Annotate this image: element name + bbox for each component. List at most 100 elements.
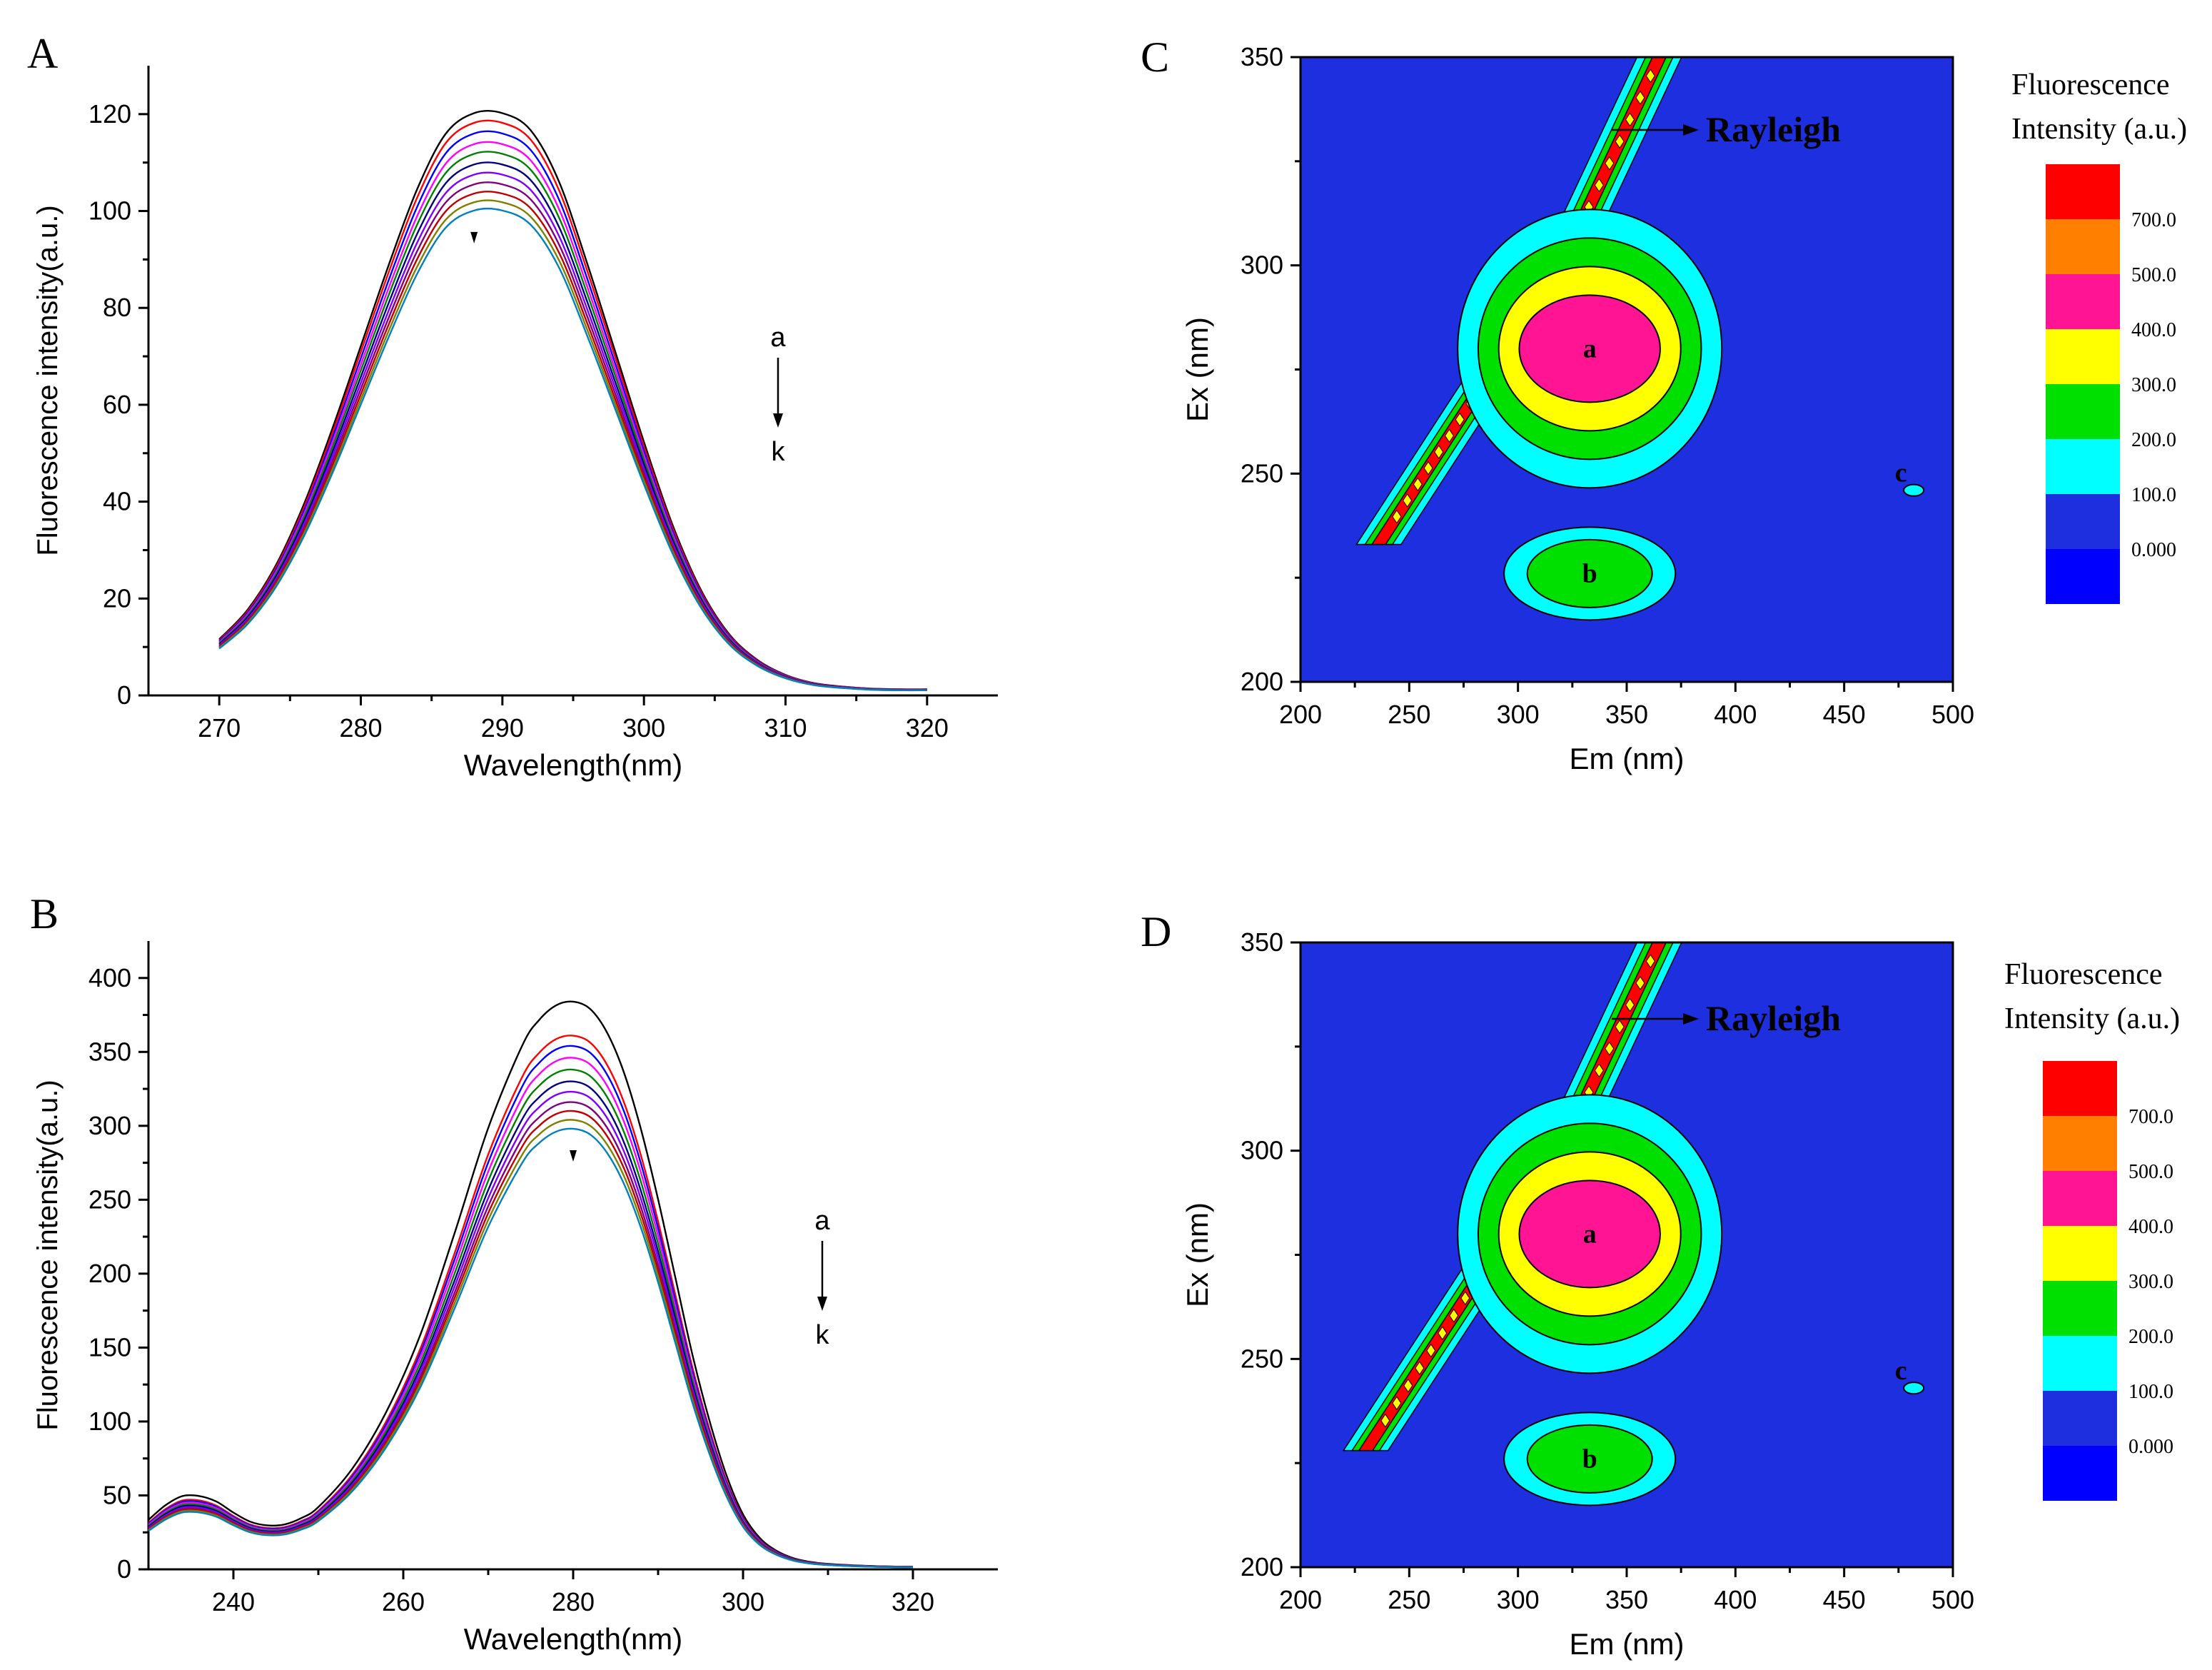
x-tick-label: 290 xyxy=(481,713,524,743)
legend-title-line-1: Fluorescence xyxy=(2004,958,2163,991)
series-line-b xyxy=(218,119,927,690)
legend-swatch xyxy=(2046,329,2120,384)
y-tick-label: 300 xyxy=(89,1111,131,1140)
contour-a-400 xyxy=(1518,294,1661,403)
y-tick-label: 80 xyxy=(103,293,131,322)
rayleigh-arrow-head xyxy=(1683,124,1699,136)
legend-level-label: 300.0 xyxy=(2131,374,2176,396)
x-tick-label: 310 xyxy=(764,713,807,743)
y-tick-label: 250 xyxy=(1241,1344,1283,1373)
legend-swatch xyxy=(2043,1171,2117,1226)
legend-level-label: 700.0 xyxy=(2131,209,2176,231)
series-line-c xyxy=(218,130,927,690)
legend-level-label: 100.0 xyxy=(2128,1381,2173,1403)
series-line-k xyxy=(148,1127,914,1569)
y-tick-label: 350 xyxy=(89,1037,131,1066)
contour-c-100 xyxy=(1903,1382,1925,1395)
peak-label-b: b xyxy=(1582,1444,1597,1474)
series-line-f xyxy=(218,161,927,691)
rayleigh-hatch-mark xyxy=(1625,997,1635,1012)
x-tick-label: 280 xyxy=(552,1587,595,1616)
x-tick-label: 200 xyxy=(1279,1585,1322,1614)
x-tick-label: 350 xyxy=(1605,700,1648,729)
y-axis-label: Fluorescence intensity(a.u.) xyxy=(32,1080,64,1430)
series-line-f xyxy=(148,1080,914,1568)
x-tick-label: 250 xyxy=(1388,700,1430,729)
rayleigh-hatch-mark xyxy=(1605,1041,1615,1056)
y-tick-label: 200 xyxy=(1241,667,1283,696)
legend-title-line-1: Fluorescence xyxy=(2011,69,2170,101)
legend-swatch xyxy=(2046,549,2120,604)
series-line-i xyxy=(218,191,927,691)
series-line-j xyxy=(148,1119,914,1569)
x-tick-label: 270 xyxy=(198,713,241,743)
y-tick-label: 50 xyxy=(103,1480,131,1509)
y-tick-label: 40 xyxy=(103,487,131,516)
legend-level-label: 300.0 xyxy=(2128,1271,2173,1293)
legend-level-label: 500.0 xyxy=(2131,264,2176,286)
legend-swatch xyxy=(2043,1446,2117,1501)
legend-swatch xyxy=(2046,219,2120,274)
x-tick-label: 400 xyxy=(1714,1585,1757,1614)
rayleigh-label: Rayleigh xyxy=(1706,109,1841,149)
legend-swatch xyxy=(2046,439,2120,494)
y-tick-label: 200 xyxy=(1241,1552,1283,1581)
y-tick-label: 100 xyxy=(89,196,131,226)
heatmap-panel-c: a b c 200 250 300 350 400 450 500 200 250 300 350 Em (… xyxy=(1181,42,2187,775)
peak-direction-marker xyxy=(570,1150,577,1162)
legend-title-line-2: Intensity (a.u.) xyxy=(2004,1002,2180,1035)
x-tick-label: 250 xyxy=(1388,1585,1430,1614)
series-line-g xyxy=(218,171,927,691)
rayleigh-hatch-mark xyxy=(1415,1361,1425,1376)
y-tick-label: 0 xyxy=(117,680,131,710)
rayleigh-hatch-mark xyxy=(1615,134,1625,149)
series-line-a xyxy=(218,109,927,690)
y-tick-label: 400 xyxy=(89,963,131,992)
rayleigh-hatch-mark xyxy=(1392,509,1402,524)
legend-level-label: 700.0 xyxy=(2128,1106,2173,1128)
x-tick-label: 200 xyxy=(1279,700,1322,729)
series-line-e xyxy=(218,151,927,691)
contour-plot-area: a b c xyxy=(1301,57,1953,682)
rayleigh-hatch-mark xyxy=(1635,90,1645,105)
rayleigh-hatch-mark xyxy=(1605,156,1615,171)
y-tick-label: 60 xyxy=(103,390,131,419)
legend-swatch xyxy=(2046,164,2120,219)
y-tick-label: 100 xyxy=(89,1407,131,1436)
annotation-start-label: a xyxy=(814,1206,830,1236)
panel-label-C: C xyxy=(1141,34,1169,81)
x-axis-label: Em (nm) xyxy=(1570,1627,1685,1661)
peak-label-b: b xyxy=(1582,558,1597,588)
y-tick-label: 300 xyxy=(1241,1136,1283,1165)
y-tick-label: 350 xyxy=(1241,42,1283,71)
y-axis-label: Ex (nm) xyxy=(1181,1202,1214,1307)
rayleigh-arrow-head xyxy=(1683,1013,1699,1025)
series-line-j xyxy=(218,199,927,691)
y-tick-label: 350 xyxy=(1241,927,1283,957)
contour-a-400 xyxy=(1518,1179,1661,1289)
rayleigh-hatch-mark xyxy=(1438,1326,1448,1341)
rayleigh-hatch-mark xyxy=(1434,445,1444,459)
series-line-d xyxy=(218,141,927,691)
panel-label-D: D xyxy=(1141,908,1171,955)
rayleigh-hatch-mark xyxy=(1645,954,1655,969)
rayleigh-hatch-mark xyxy=(1625,112,1635,127)
rayleigh-hatch-mark xyxy=(1460,1291,1470,1306)
contour-c-100 xyxy=(1903,483,1925,497)
legend-level-label: 200.0 xyxy=(2131,429,2176,451)
rayleigh-hatch-mark xyxy=(1455,412,1465,427)
rayleigh-hatch-mark xyxy=(1403,493,1413,508)
series-line-e xyxy=(148,1068,914,1568)
series-line-h xyxy=(148,1101,914,1569)
y-tick-label: 0 xyxy=(117,1554,131,1584)
annotation-end-label: k xyxy=(816,1320,830,1350)
peak-label-c: c xyxy=(1895,1356,1907,1386)
legend-level-label: 200.0 xyxy=(2128,1326,2173,1348)
x-tick-label: 320 xyxy=(906,713,949,743)
rayleigh-hatch-mark xyxy=(1423,461,1433,476)
rayleigh-hatch-mark xyxy=(1615,1020,1625,1035)
legend-title-line-2: Intensity (a.u.) xyxy=(2011,113,2187,146)
x-tick-label: 280 xyxy=(339,713,382,743)
annotation-arrow-head xyxy=(817,1297,827,1311)
